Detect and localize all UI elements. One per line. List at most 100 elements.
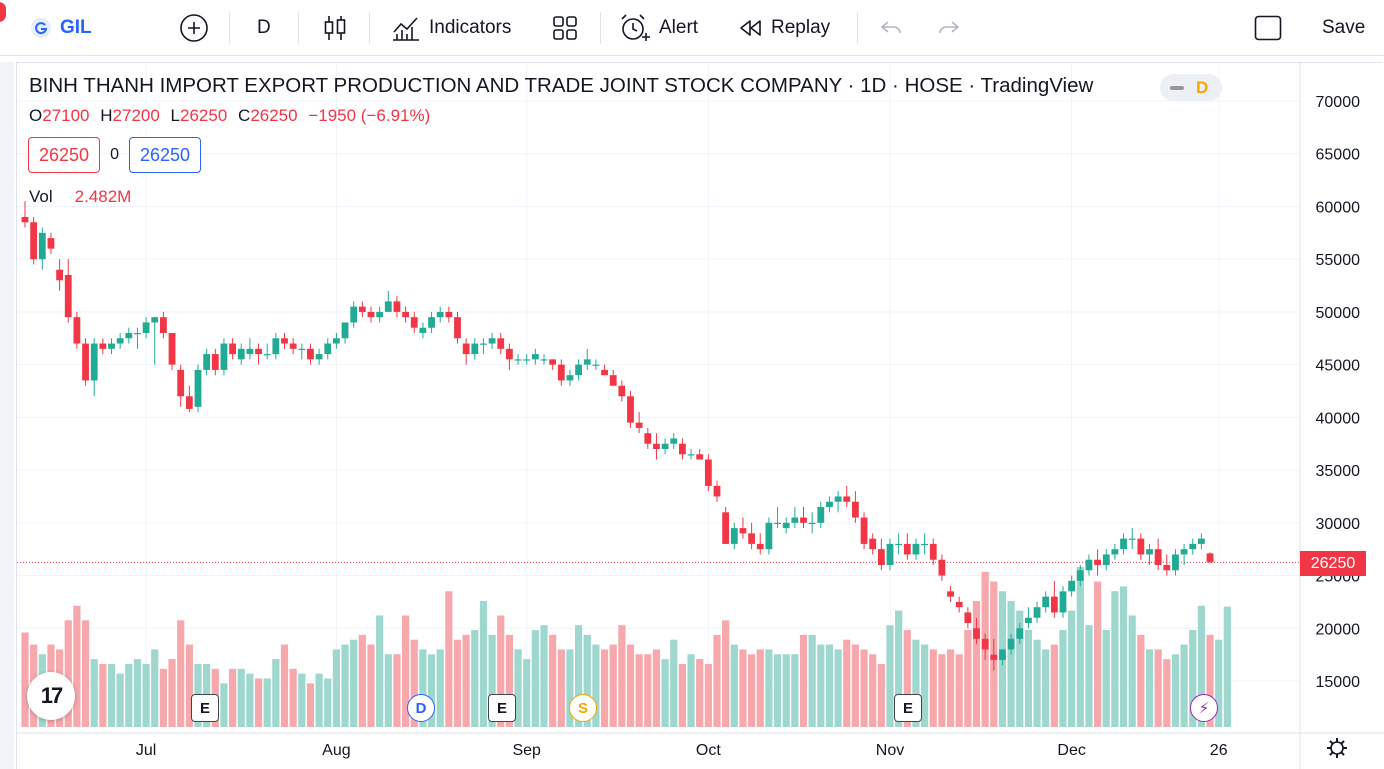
candle-body bbox=[21, 217, 29, 223]
sell-button[interactable]: 26250 bbox=[28, 137, 101, 173]
volume-bar bbox=[1024, 630, 1032, 727]
candle-body bbox=[272, 338, 280, 355]
volume-bar bbox=[1163, 659, 1171, 727]
x-tick-label: 26 bbox=[1210, 742, 1228, 759]
candle-body bbox=[1128, 538, 1136, 540]
volume-bar bbox=[765, 649, 773, 727]
market-status-badge[interactable]: D bbox=[1160, 74, 1222, 101]
candle-body bbox=[454, 317, 461, 339]
layout-select-button[interactable] bbox=[1254, 0, 1282, 56]
candle-body bbox=[1111, 549, 1119, 555]
gear-tooth bbox=[1340, 740, 1345, 745]
notification-dot[interactable] bbox=[0, 2, 6, 22]
volume-bar bbox=[713, 634, 721, 727]
candle-body bbox=[990, 654, 998, 660]
volume-bar bbox=[185, 644, 193, 727]
candle-body bbox=[756, 543, 764, 550]
candle-body bbox=[333, 338, 340, 344]
volume-bar bbox=[661, 659, 669, 727]
replay-button[interactable]: Replay bbox=[737, 0, 830, 56]
candle-body bbox=[670, 438, 678, 444]
earnings-marker[interactable]: E bbox=[488, 694, 516, 722]
candle-body bbox=[575, 364, 582, 376]
candle-body bbox=[895, 543, 903, 546]
volume-bar bbox=[514, 649, 522, 727]
volume-bar bbox=[756, 649, 764, 727]
volume-bar bbox=[825, 644, 834, 727]
candle-body bbox=[298, 348, 306, 351]
candle-body bbox=[964, 612, 972, 623]
x-tick-label: Dec bbox=[1057, 742, 1085, 759]
volume-bar bbox=[730, 644, 738, 727]
volume-bar bbox=[696, 659, 704, 727]
candle-body bbox=[211, 354, 219, 370]
last-price-tag: 26250 bbox=[1300, 551, 1366, 576]
volume-bar bbox=[298, 673, 306, 727]
volume-bar bbox=[229, 668, 237, 727]
candle-body bbox=[47, 238, 55, 249]
indicators-button[interactable]: Indicators bbox=[391, 0, 511, 56]
interval-button[interactable]: D bbox=[257, 0, 271, 56]
y-tick-label: 70000 bbox=[1316, 94, 1361, 111]
tradingview-logo[interactable]: 17 bbox=[27, 672, 75, 720]
chart-type-button[interactable] bbox=[322, 0, 348, 56]
symbol-search-button[interactable]: GIL bbox=[30, 0, 92, 56]
earnings-marker[interactable]: E bbox=[894, 694, 922, 722]
alert-button[interactable]: Alert bbox=[619, 0, 698, 56]
candle-body bbox=[471, 343, 479, 355]
lightning-event-marker[interactable]: ⚡ bbox=[1190, 694, 1218, 722]
y-tick-label: 15000 bbox=[1316, 674, 1361, 691]
candle-body bbox=[1059, 591, 1067, 613]
volume-legend: Vol 2.482M bbox=[29, 187, 131, 207]
save-button[interactable]: Save bbox=[1322, 0, 1365, 56]
volume-bar bbox=[869, 654, 877, 727]
undo-button[interactable] bbox=[879, 0, 903, 56]
candle-body bbox=[82, 343, 89, 381]
gear-ring bbox=[1330, 741, 1344, 755]
candle-body bbox=[679, 443, 686, 455]
volume-bar bbox=[808, 634, 816, 727]
candle-body bbox=[410, 317, 418, 328]
candle-body bbox=[601, 369, 608, 376]
volume-bar bbox=[1145, 649, 1154, 727]
candle-body bbox=[817, 507, 825, 523]
settings-gear-icon[interactable] bbox=[1327, 738, 1347, 758]
candle-body bbox=[1206, 553, 1214, 563]
earnings-marker[interactable]: E bbox=[191, 694, 219, 722]
volume-bar bbox=[748, 654, 756, 727]
split-marker[interactable]: S bbox=[569, 694, 597, 722]
x-tick-label: Sep bbox=[512, 742, 541, 759]
buy-button[interactable]: 26250 bbox=[128, 137, 202, 173]
dividend-marker[interactable]: D bbox=[407, 694, 435, 722]
grid-lines bbox=[17, 63, 1300, 727]
y-tick-label: 20000 bbox=[1316, 621, 1361, 638]
symbol-name: GIL bbox=[60, 17, 92, 38]
volume-bar bbox=[644, 654, 652, 727]
volume-bar bbox=[107, 663, 116, 727]
volume-bar bbox=[350, 639, 358, 727]
gear-tooth bbox=[1340, 751, 1345, 756]
candle-body bbox=[860, 517, 868, 544]
volume-value: 2.482M bbox=[74, 187, 132, 206]
volume-bar bbox=[367, 644, 375, 727]
compare-symbol-button[interactable] bbox=[179, 0, 209, 56]
top-toolbar: GIL D Indicators bbox=[0, 0, 1384, 56]
volume-bar bbox=[488, 634, 496, 727]
volume-bar bbox=[687, 654, 695, 727]
candle-body bbox=[1050, 596, 1058, 613]
candle-body bbox=[168, 333, 176, 365]
candle-body bbox=[64, 275, 72, 318]
spread-value: 0 bbox=[110, 146, 119, 163]
volume-bar bbox=[635, 654, 643, 727]
candle-body bbox=[903, 543, 911, 555]
volume-bar bbox=[1154, 649, 1162, 727]
redo-button[interactable] bbox=[937, 0, 961, 56]
candle-body bbox=[30, 222, 38, 260]
layouts-button[interactable] bbox=[552, 0, 578, 56]
volume-bar bbox=[929, 649, 937, 727]
volume-bar bbox=[557, 649, 565, 727]
candle-body bbox=[635, 422, 643, 428]
candle-body bbox=[704, 459, 712, 486]
symbol-logo-icon bbox=[31, 18, 51, 38]
